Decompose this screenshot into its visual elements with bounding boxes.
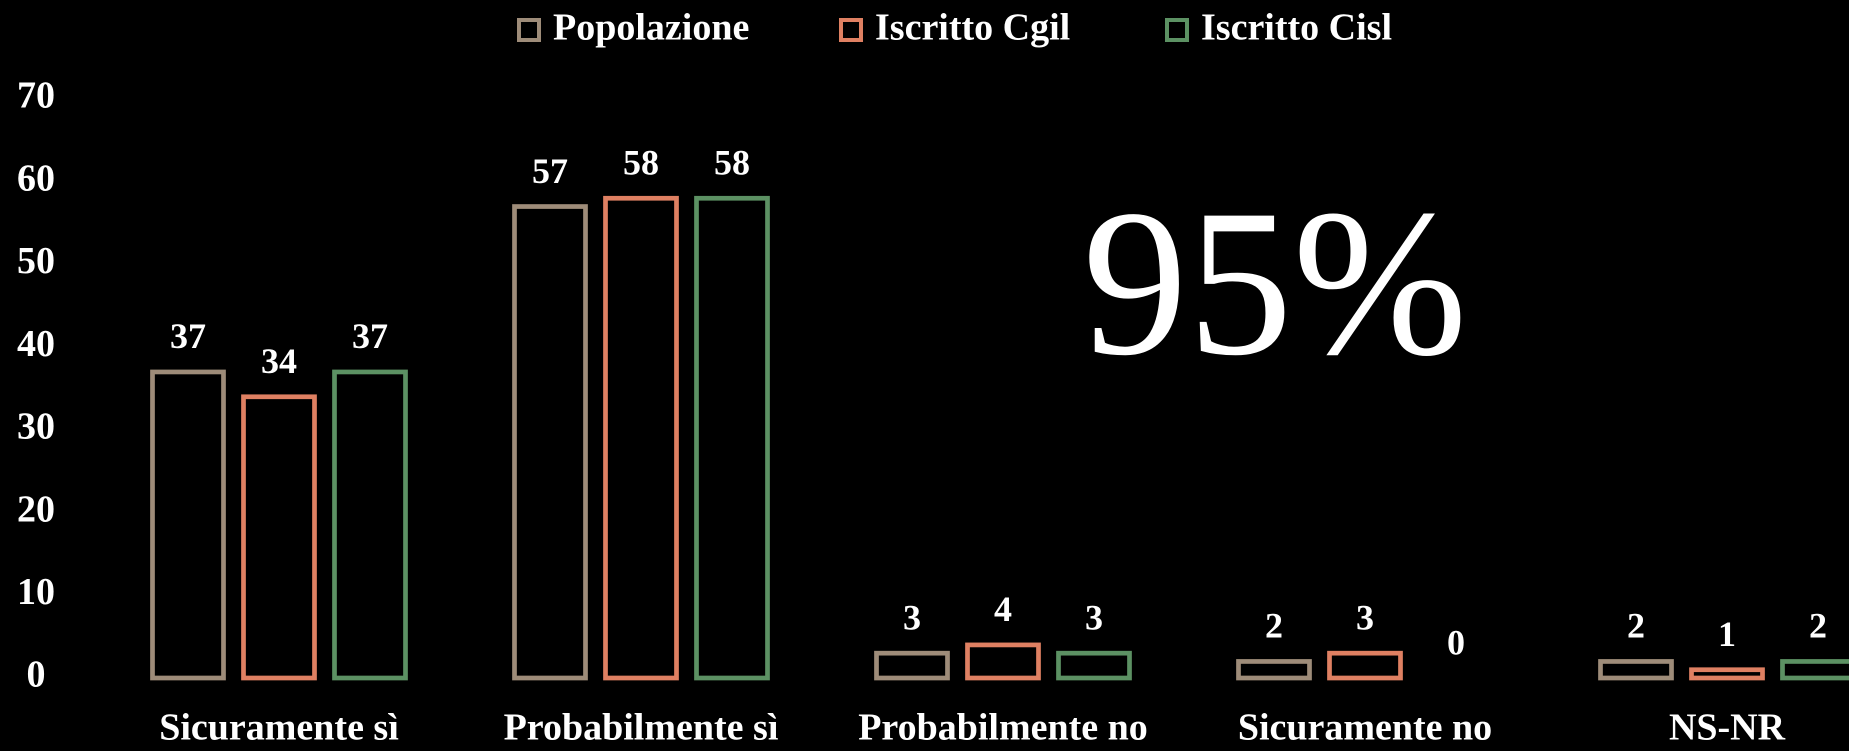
bar — [1236, 659, 1312, 681]
y-tick-label: 10 — [17, 571, 55, 613]
value-label: 2 — [1265, 606, 1283, 646]
value-label: 34 — [261, 341, 297, 381]
y-tick-label: 20 — [17, 488, 55, 530]
bar — [1598, 659, 1674, 681]
value-label: 37 — [352, 316, 388, 356]
value-label: 58 — [714, 143, 750, 183]
bar — [332, 369, 408, 681]
bar — [512, 204, 588, 681]
x-tick-label: Sicuramente sì — [159, 707, 399, 749]
x-tick-label: Sicuramente no — [1238, 707, 1492, 749]
y-tick-label: 40 — [17, 323, 55, 365]
y-tick-label: 60 — [17, 157, 55, 199]
value-label: 3 — [1356, 597, 1374, 637]
bar — [1780, 659, 1849, 681]
legend-swatch — [839, 18, 863, 42]
x-tick-label: NS-NR — [1669, 707, 1786, 749]
legend-label: Iscritto Cgil — [875, 7, 1070, 49]
value-label: 3 — [1085, 597, 1103, 637]
value-label: 58 — [623, 143, 659, 183]
bar — [1689, 667, 1765, 681]
bar — [241, 394, 317, 681]
value-label: 57 — [532, 151, 568, 191]
bar — [1327, 650, 1403, 681]
value-label: 4 — [994, 589, 1012, 629]
value-label: 2 — [1627, 606, 1645, 646]
y-tick-label: 30 — [17, 406, 55, 448]
value-label: 0 — [1447, 622, 1465, 662]
x-tick-label: Probabilmente sì — [504, 707, 779, 749]
legend-label: Popolazione — [553, 7, 749, 49]
bar — [874, 650, 950, 681]
legend-swatch — [517, 18, 541, 42]
annotation: 95% — [1083, 167, 1468, 399]
bar — [1056, 650, 1132, 681]
bar — [603, 195, 679, 681]
bar — [150, 369, 226, 681]
bar — [965, 642, 1041, 681]
bar — [694, 195, 770, 681]
legend-swatch — [1165, 18, 1189, 42]
x-tick-label: Probabilmente no — [858, 707, 1148, 749]
value-label: 37 — [170, 316, 206, 356]
y-tick-label: 70 — [17, 75, 55, 117]
y-tick-label: 50 — [17, 240, 55, 282]
value-label: 3 — [903, 597, 921, 637]
value-label: 1 — [1718, 614, 1736, 654]
value-label: 2 — [1809, 606, 1827, 646]
legend-label: Iscritto Cisl — [1201, 7, 1392, 49]
y-tick-label: 0 — [27, 654, 46, 696]
